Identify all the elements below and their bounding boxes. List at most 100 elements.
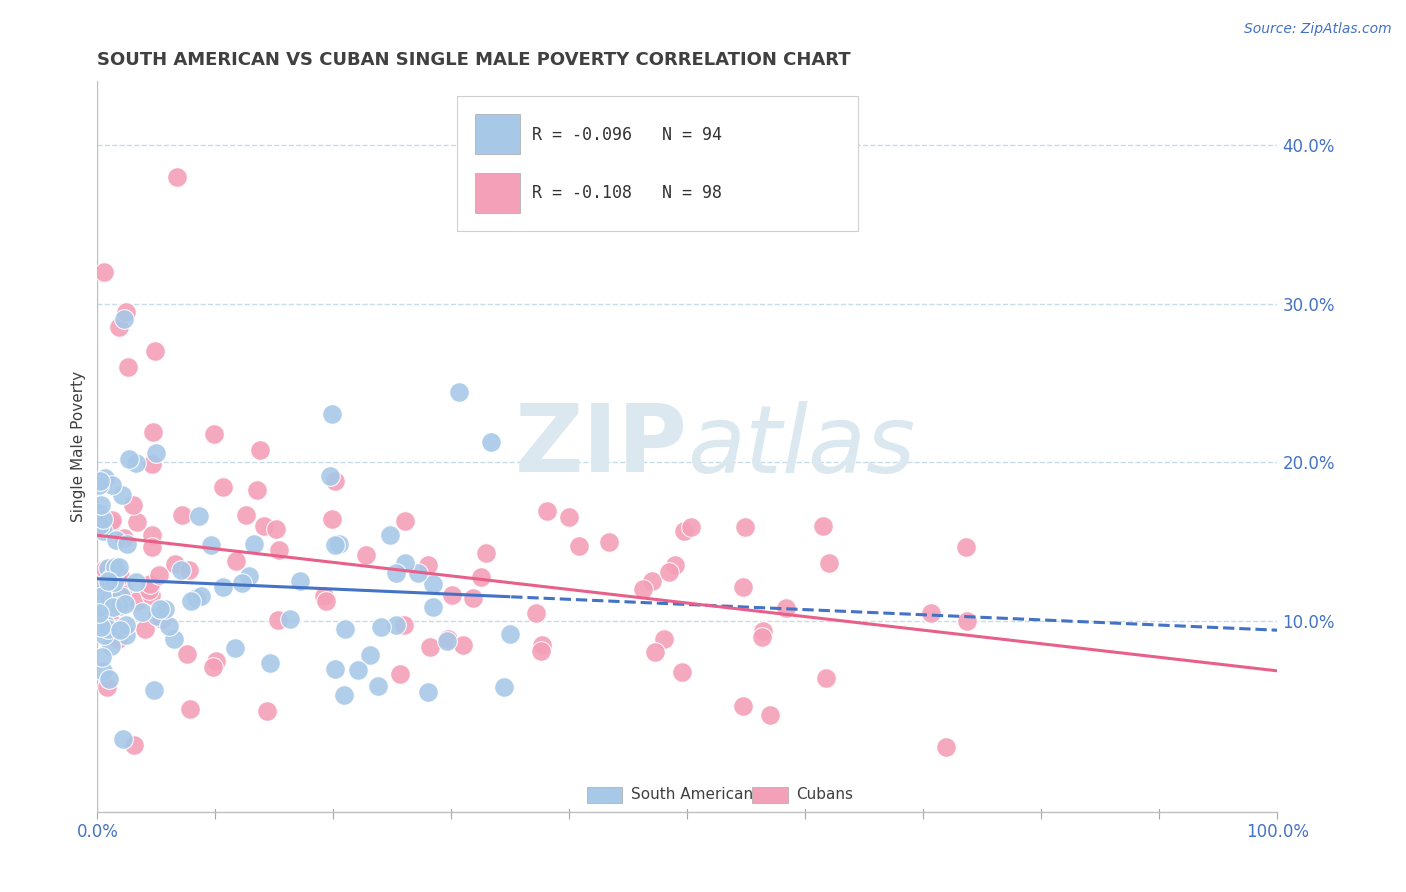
Point (125, 456, 148, 470)
Point (394, 514, 416, 528)
Point (530, 643, 553, 657)
Point (323, 662, 346, 676)
Point (321, 512, 343, 526)
Point (212, 580, 235, 594)
Point (557, 509, 579, 524)
Point (176, 648, 198, 662)
Point (145, 446, 167, 460)
Point (93, 265, 115, 279)
Point (475, 546, 498, 560)
Point (127, 515, 149, 529)
Point (96, 680, 118, 694)
Point (267, 543, 290, 558)
Point (598, 534, 620, 549)
Point (93, 578, 115, 592)
Point (416, 558, 439, 572)
Point (90, 498, 112, 512)
Point (89, 587, 111, 601)
Text: Cubans: Cubans (796, 788, 853, 802)
Point (935, 740, 957, 755)
Point (359, 648, 381, 662)
Point (110, 589, 132, 603)
Point (956, 614, 979, 628)
Point (143, 344, 166, 359)
Point (658, 565, 681, 579)
Point (492, 680, 515, 694)
Point (447, 385, 470, 400)
Point (87, 506, 110, 520)
Point (202, 660, 225, 674)
FancyBboxPatch shape (475, 114, 520, 154)
Point (91, 664, 114, 678)
Point (170, 508, 193, 522)
Point (89, 570, 111, 584)
Point (278, 612, 301, 626)
Point (463, 591, 485, 605)
Point (245, 483, 267, 498)
Point (87, 606, 110, 620)
Point (112, 312, 135, 326)
Point (101, 513, 124, 527)
Point (267, 613, 290, 627)
Point (89, 603, 111, 617)
Point (751, 630, 773, 644)
Point (406, 566, 429, 581)
Point (87, 477, 110, 491)
Point (107, 632, 129, 646)
Point (479, 435, 502, 450)
Point (105, 622, 128, 636)
Point (98, 591, 121, 606)
Point (419, 640, 441, 654)
Point (117, 360, 139, 375)
Point (96, 561, 118, 575)
Point (150, 612, 173, 626)
Point (90, 620, 112, 634)
Point (94, 617, 117, 632)
Point (114, 628, 136, 642)
Point (328, 537, 350, 551)
Point (422, 577, 444, 591)
Point (110, 623, 132, 637)
Point (104, 533, 127, 547)
Point (108, 569, 131, 583)
Point (188, 508, 211, 523)
Point (814, 671, 837, 685)
Point (115, 304, 138, 318)
Point (314, 589, 336, 603)
Point (436, 633, 458, 648)
Point (264, 522, 287, 536)
Point (323, 474, 346, 488)
Point (652, 632, 675, 646)
Point (141, 528, 163, 542)
Point (111, 488, 134, 502)
Point (920, 606, 942, 620)
Point (131, 605, 153, 619)
Point (101, 477, 124, 491)
Point (105, 570, 128, 584)
Point (205, 654, 228, 668)
Point (157, 619, 180, 633)
Point (91, 524, 114, 538)
Point (100, 516, 122, 531)
Point (499, 626, 522, 640)
Point (93, 628, 115, 642)
Point (112, 531, 135, 545)
Point (319, 469, 342, 483)
Point (149, 602, 172, 616)
Point (186, 591, 208, 605)
FancyBboxPatch shape (752, 787, 787, 803)
Point (153, 602, 176, 616)
FancyBboxPatch shape (457, 96, 859, 231)
Point (441, 588, 464, 602)
Point (288, 574, 311, 589)
Point (146, 608, 169, 623)
Point (111, 582, 134, 596)
Point (180, 593, 202, 607)
Point (955, 540, 977, 554)
Point (114, 618, 136, 632)
Point (94, 619, 117, 633)
Point (170, 563, 193, 577)
Point (141, 540, 163, 554)
Point (179, 702, 201, 716)
Point (370, 619, 392, 633)
